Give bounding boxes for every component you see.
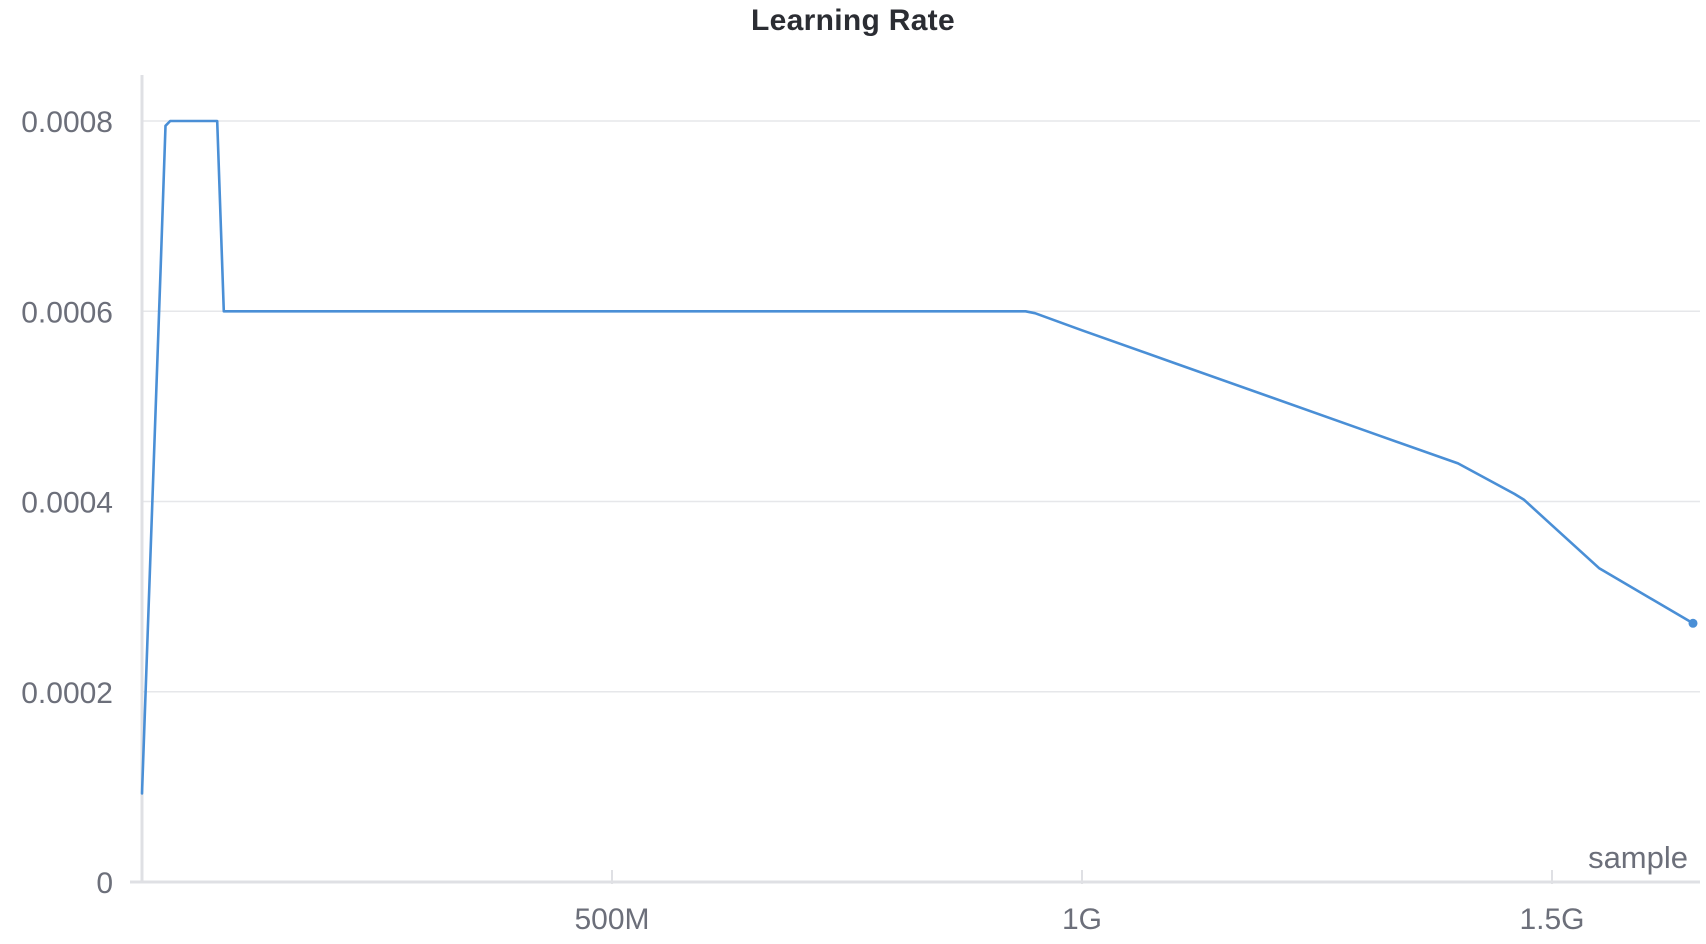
y-tick-label: 0.0006 <box>21 296 113 329</box>
x-tick-label: 1.5G <box>1519 903 1584 936</box>
y-tick-label: 0 <box>96 867 113 900</box>
series-end-point[interactable] <box>1688 618 1698 628</box>
x-tick-label: 500M <box>574 903 649 936</box>
y-tick-label: 0.0008 <box>21 106 113 139</box>
y-tick-label: 0.0004 <box>21 487 113 520</box>
chart-title: Learning Rate <box>751 4 955 37</box>
x-axis-title: sample <box>1588 840 1688 875</box>
y-tick-label: 0.0002 <box>21 677 113 710</box>
x-axis-ticks: 500M 1G 1.5G <box>574 870 1585 936</box>
y-axis-ticks: 0 0.0002 0.0004 0.0006 0.0008 <box>21 106 113 900</box>
series-layer <box>140 119 1698 795</box>
axes <box>130 75 1700 884</box>
x-tick-label: 1G <box>1062 903 1102 936</box>
grid-lines <box>142 120 1700 693</box>
learning-rate-line <box>140 119 1695 795</box>
